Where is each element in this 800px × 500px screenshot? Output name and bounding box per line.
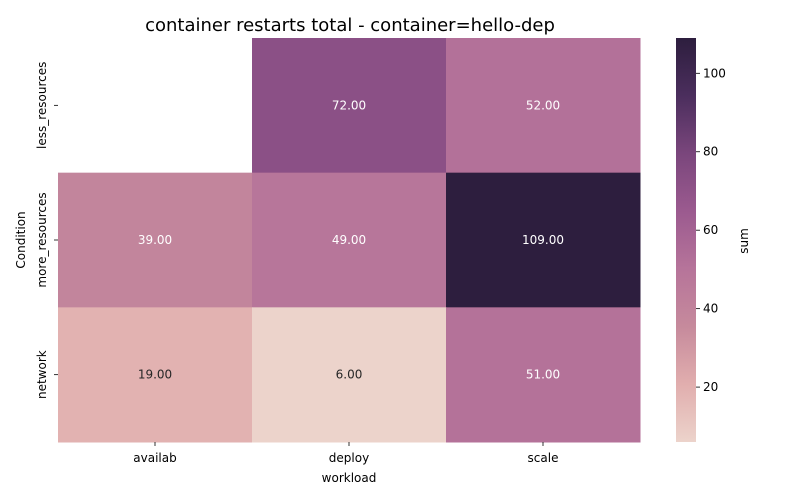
heatmap-cell: [58, 172, 253, 308]
colorbar: [676, 38, 696, 442]
y-tick-label: less_resources: [35, 62, 49, 149]
colorbar-tick-label: 80: [703, 145, 718, 159]
y-tick-label: more_resources: [35, 192, 49, 287]
x-axis-label: workload: [322, 471, 377, 485]
colorbar-tick-label: 100: [703, 66, 726, 80]
cell-value-label: 52.00: [526, 98, 560, 112]
colorbar-tick-label: 60: [703, 223, 718, 237]
y-axis-label: Condition: [14, 211, 28, 268]
cell-value-label: 109.00: [522, 233, 564, 247]
colorbar-label: sum: [737, 228, 751, 254]
heatmap-cell: [446, 172, 641, 308]
cell-value-label: 49.00: [332, 233, 366, 247]
y-tick-label: network: [35, 350, 49, 399]
x-axis-ticks: availab deploy scale: [133, 442, 558, 465]
chart-title: container restarts total - container=hel…: [145, 15, 555, 36]
heatmap-cell: [252, 38, 447, 174]
heatmap-cells: 72.00 52.00 39.00 49.00 109.00 19.00 6.00 51.00: [58, 38, 641, 443]
heatmap-cell: [58, 307, 253, 443]
heatmap-cell: [446, 307, 641, 443]
cell-value-label: 39.00: [138, 233, 172, 247]
heatmap-cell: [446, 38, 641, 174]
cell-value-label: 6.00: [336, 368, 363, 382]
colorbar-ticks: 20 40 60 80 100: [696, 66, 726, 394]
heatmap-cell: [252, 307, 447, 443]
cell-value-label: 19.00: [138, 368, 172, 382]
colorbar-tick-label: 20: [703, 380, 718, 394]
cell-value-label: 51.00: [526, 368, 560, 382]
colorbar-tick-label: 40: [703, 302, 718, 316]
cell-value-label: 72.00: [332, 98, 366, 112]
x-tick-label: scale: [528, 451, 559, 465]
heatmap-cell: [252, 172, 447, 308]
x-tick-label: availab: [133, 451, 176, 465]
x-tick-label: deploy: [329, 451, 369, 465]
